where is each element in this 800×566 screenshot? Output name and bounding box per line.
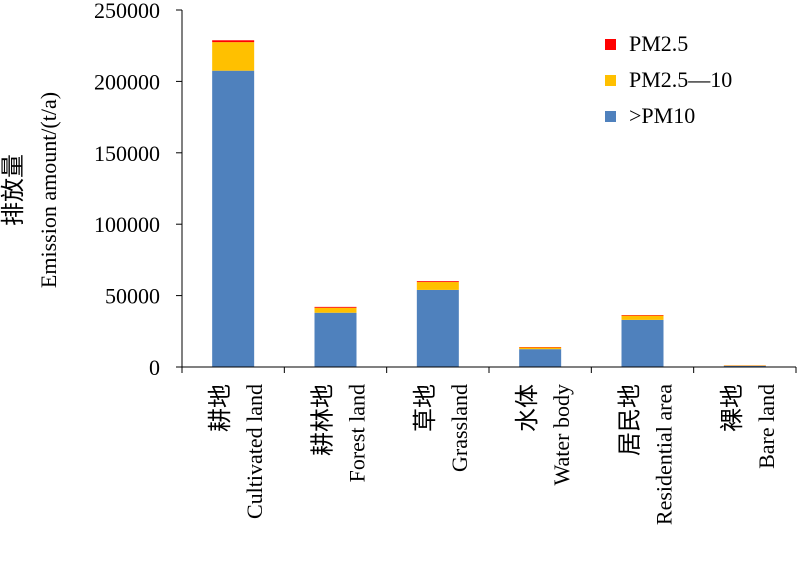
bar-segment bbox=[519, 349, 562, 367]
y-tick-label: 100000 bbox=[94, 212, 160, 237]
bar-segment bbox=[621, 315, 664, 316]
x-tick-label-en: Water body bbox=[549, 384, 574, 485]
bar-segment bbox=[314, 306, 357, 308]
legend-label: >PM10 bbox=[629, 103, 695, 128]
x-tick-label-en: Bare land bbox=[754, 384, 779, 469]
legend-swatch bbox=[605, 75, 616, 86]
y-tick-label: 200000 bbox=[94, 69, 160, 94]
x-tick-label-cn: 水体 bbox=[514, 384, 541, 432]
x-tick-label-cn: 居民地 bbox=[617, 384, 644, 456]
x-tick-label-cn: 耕地 bbox=[207, 384, 234, 432]
bar-segment bbox=[416, 289, 459, 367]
x-tick-label-en: Residential area bbox=[652, 384, 677, 525]
y-axis-label-cn: 排放量 bbox=[0, 154, 27, 226]
y-axis-label-en: Emission amount/(t/a) bbox=[36, 92, 61, 288]
bar-segment bbox=[723, 365, 766, 367]
bar-segment bbox=[621, 319, 664, 367]
bar-segment bbox=[621, 315, 664, 320]
x-tick-label-en: Forest land bbox=[345, 384, 370, 482]
bar-segment bbox=[314, 307, 357, 313]
bars bbox=[212, 40, 766, 367]
legend-swatch bbox=[605, 111, 616, 122]
y-tick-label: 50000 bbox=[105, 284, 160, 309]
y-tick-label: 0 bbox=[149, 355, 160, 380]
x-tick-label-cn: 裸地 bbox=[719, 384, 746, 432]
bar-segment bbox=[416, 282, 459, 290]
legend-label: PM2.5 bbox=[629, 31, 688, 56]
y-axis-title: 排放量 Emission amount/(t/a) bbox=[0, 92, 61, 288]
legend-swatch bbox=[605, 39, 616, 50]
legend-label: PM2.5—10 bbox=[629, 67, 732, 92]
x-tick-label-en: Cultivated land bbox=[242, 384, 267, 519]
x-tick-label-cn: 草地 bbox=[412, 384, 439, 432]
y-axis-ticks: 0 50000 100000 150000 200000 250000 bbox=[94, 0, 182, 380]
x-tick-label-cn: 耕林地 bbox=[310, 384, 337, 456]
bar-segment bbox=[212, 40, 255, 43]
bar-segment bbox=[212, 70, 255, 367]
x-axis-tick-labels: 耕地 Cultivated land 耕林地 Forest land 草地 Grassla… bbox=[181, 367, 797, 525]
legend: PM2.5 PM2.5—10 >PM10 bbox=[605, 31, 732, 128]
y-tick-label: 150000 bbox=[94, 141, 160, 166]
y-tick-label: 250000 bbox=[94, 0, 160, 23]
bar-segment bbox=[416, 281, 459, 283]
x-tick-label-en: Grassland bbox=[447, 384, 472, 472]
bar-segment bbox=[314, 312, 357, 367]
axes bbox=[181, 10, 796, 368]
bar-segment bbox=[519, 347, 562, 350]
bar-segment bbox=[212, 42, 255, 71]
